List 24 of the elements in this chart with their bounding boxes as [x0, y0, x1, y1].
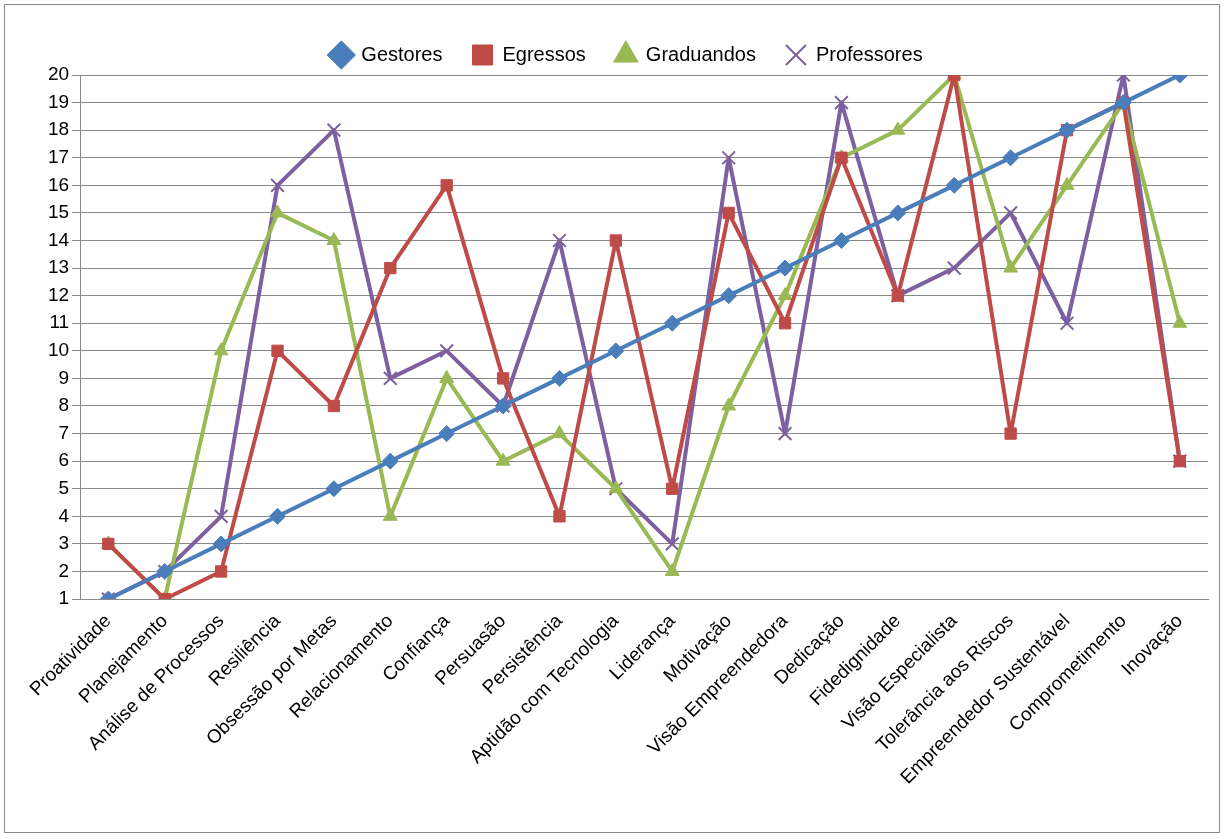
legend-label: Egressos — [502, 42, 586, 65]
y-tick-label: 4 — [58, 504, 70, 526]
y-tick-label: 11 — [49, 311, 70, 333]
y-tick-label: 16 — [47, 173, 70, 195]
y-tick-label: 1 — [58, 587, 70, 609]
y-tick-label: 5 — [58, 476, 70, 498]
y-tick-label: 18 — [47, 118, 70, 140]
legend-label: Professores — [815, 42, 923, 65]
y-tick-label: 7 — [58, 421, 70, 443]
y-tick-label: 10 — [47, 339, 70, 361]
y-tick-label: 19 — [47, 90, 70, 112]
y-tick-label: 20 — [47, 63, 70, 85]
y-tick-label: 8 — [58, 394, 70, 416]
y-tick-label: 17 — [47, 145, 70, 167]
y-tick-label: 15 — [47, 201, 70, 223]
legend-label: Graduandos — [645, 42, 756, 65]
y-tick-label: 3 — [58, 532, 70, 554]
y-tick-label: 6 — [58, 449, 70, 471]
y-tick-label: 2 — [58, 559, 70, 581]
y-tick-label: 14 — [47, 228, 70, 250]
legend-label: Gestores — [361, 42, 443, 65]
y-tick-label: 13 — [47, 256, 70, 278]
y-tick-label: 12 — [47, 283, 70, 305]
y-tick-label: 9 — [58, 366, 70, 388]
